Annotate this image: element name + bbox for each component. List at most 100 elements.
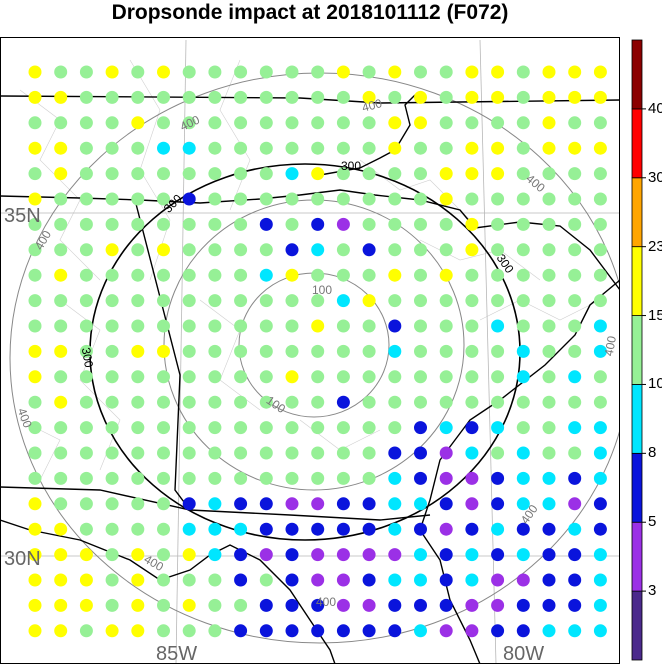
- impact-dot-8-10: [516, 548, 530, 562]
- impact-dot-15-23: [439, 167, 453, 181]
- impact-dot-15-23: [28, 65, 42, 79]
- impact-dot-3-5: [568, 497, 582, 511]
- impact-dot-10-15: [388, 167, 402, 181]
- impact-dot-5-8: [336, 395, 350, 409]
- impact-dot-10-15: [388, 217, 402, 231]
- impact-dot-15-23: [54, 167, 68, 181]
- impact-dot-10-15: [105, 471, 119, 485]
- impact-dot-10-15: [388, 294, 402, 308]
- impact-dot-10-15: [414, 294, 427, 308]
- impact-dot-10-15: [259, 421, 273, 435]
- impact-dot-10-15: [516, 268, 530, 282]
- impact-dot-5-8: [542, 573, 556, 587]
- impact-dot-10-15: [157, 370, 170, 384]
- impact-dot-10-15: [568, 116, 582, 130]
- impact-dot-10-15: [28, 167, 42, 181]
- impact-dot-3-5: [465, 624, 479, 638]
- impact-dot-10-15: [336, 192, 350, 206]
- impact-dot-5-8: [362, 573, 376, 587]
- impact-dot-15-23: [593, 65, 607, 79]
- impact-dot-10-15: [414, 268, 427, 282]
- impact-dot-15-23: [388, 116, 402, 130]
- impact-dot-10-15: [79, 395, 93, 409]
- contour-label-100: 100: [312, 283, 332, 297]
- impact-dot-10-15: [259, 167, 273, 181]
- impact-dot-8-10: [491, 421, 505, 435]
- impact-dot-10-15: [285, 395, 299, 409]
- impact-dot-15-23: [542, 65, 556, 79]
- impact-dot-10-15: [234, 116, 248, 130]
- impact-dot-10-15: [259, 116, 273, 130]
- impact-dot-8-10: [388, 344, 402, 358]
- impact-dot-10-15: [28, 116, 42, 130]
- impact-dot-10-15: [542, 395, 556, 409]
- impact-dot-8-10: [414, 548, 427, 562]
- impact-dot-10-15: [54, 446, 68, 460]
- impact-dot-10-15: [208, 370, 222, 384]
- impact-dot-10-15: [234, 243, 248, 257]
- impact-dot-10-15: [182, 319, 196, 333]
- impact-dot-10-15: [311, 421, 325, 435]
- impact-dot-10-15: [28, 294, 42, 308]
- impact-dot-15-23: [131, 116, 145, 130]
- impact-dot-15-23: [465, 90, 479, 104]
- impact-dot-10-15: [542, 319, 556, 333]
- impact-dot-10-15: [234, 192, 248, 206]
- impact-dot-10-15: [439, 370, 453, 384]
- impact-dot-10-15: [414, 217, 427, 231]
- impact-dot-10-15: [285, 471, 299, 485]
- impact-dot-10-15: [208, 446, 222, 460]
- impact-dot-10-15: [54, 243, 68, 257]
- impact-dot-15-23: [105, 243, 119, 257]
- axis-labels: 35N 30N 85W 80W: [4, 205, 544, 664]
- impact-dot-10-15: [54, 370, 68, 384]
- impact-dot-10-15: [157, 116, 170, 130]
- impact-dot-10-15: [439, 395, 453, 409]
- impact-dot-8-10: [542, 471, 556, 485]
- impact-dot-3-5: [362, 548, 376, 562]
- impact-dot-10-15: [157, 268, 170, 282]
- impact-dot-10-15: [285, 217, 299, 231]
- impact-dot-3-5: [491, 573, 505, 587]
- impact-dot-10-15: [79, 65, 93, 79]
- impact-dot-10-15: [593, 395, 607, 409]
- impact-dot-10-15: [182, 395, 196, 409]
- impact-dot-10-15: [182, 446, 196, 460]
- impact-dot-8-10: [208, 497, 222, 511]
- contour-label-300: 300: [79, 346, 96, 368]
- impact-dot-5-8: [259, 497, 273, 511]
- colorbar-box: [631, 177, 643, 248]
- impact-dot-10-15: [182, 421, 196, 435]
- impact-dot-15-23: [54, 624, 68, 638]
- impact-dot-10-15: [105, 548, 119, 562]
- impact-dot-10-15: [208, 294, 222, 308]
- impact-dot-10-15: [336, 116, 350, 130]
- impact-dot-15-23: [362, 90, 376, 104]
- impact-dot-15-23: [465, 65, 479, 79]
- impact-dot-15-23: [28, 141, 42, 155]
- impact-dot-5-8: [439, 598, 453, 612]
- impact-dot-10-15: [182, 217, 196, 231]
- impact-dot-3-5: [388, 548, 402, 562]
- impact-dot-10-15: [131, 65, 145, 79]
- impact-dot-10-15: [285, 90, 299, 104]
- impact-dot-10-15: [79, 446, 93, 460]
- impact-dot-10-15: [336, 446, 350, 460]
- impact-dot-5-8: [516, 522, 530, 536]
- impact-dot-8-10: [593, 319, 607, 333]
- impact-dot-8-10: [593, 421, 607, 435]
- impact-dot-5-8: [439, 497, 453, 511]
- impact-dot-10-15: [234, 217, 248, 231]
- impact-dot-8-10: [516, 370, 530, 384]
- contour-label-300: 300: [341, 159, 361, 173]
- impact-dot-10-15: [28, 243, 42, 257]
- impact-dot-8-10: [465, 446, 479, 460]
- impact-dot-8-10: [542, 624, 556, 638]
- impact-dot-8-10: [388, 522, 402, 536]
- impact-dot-10-15: [182, 243, 196, 257]
- impact-dot-15-23: [311, 167, 325, 181]
- impact-dot-15-23: [542, 90, 556, 104]
- impact-dot-8-10: [157, 141, 170, 155]
- impact-dot-15-23: [336, 65, 350, 79]
